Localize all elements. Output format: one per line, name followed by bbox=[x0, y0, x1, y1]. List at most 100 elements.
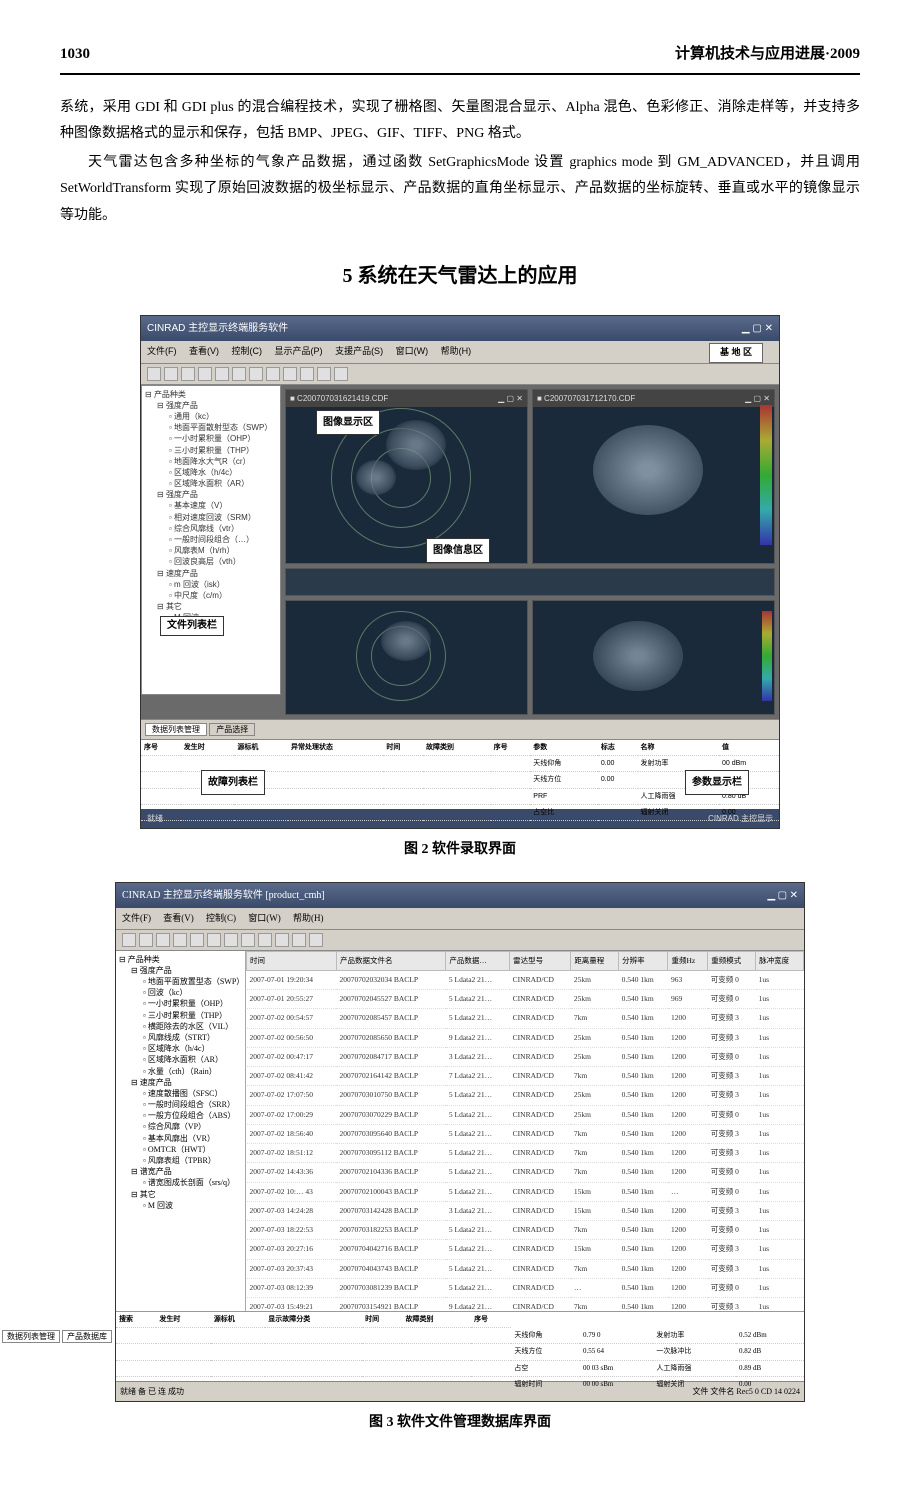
menu-item[interactable]: 帮助(H) bbox=[293, 913, 324, 923]
tool-btn[interactable] bbox=[266, 367, 280, 381]
table-row[interactable]: 2007-07-02 17:00:2920070703070229 BACLP5… bbox=[247, 1105, 804, 1124]
tool-btn[interactable] bbox=[139, 933, 153, 947]
menu-item[interactable]: 控制(C) bbox=[206, 913, 236, 923]
tool-btn[interactable] bbox=[122, 933, 136, 947]
tool-btn[interactable] bbox=[181, 367, 195, 381]
tree-item[interactable]: ▫ 区域降水面积（AR） bbox=[145, 478, 277, 489]
column-header[interactable]: 重频Hz bbox=[668, 951, 708, 970]
tree-cat[interactable]: ⊟ 速度产品 bbox=[119, 1077, 242, 1088]
tool-btn[interactable] bbox=[147, 367, 161, 381]
column-header[interactable]: 脉冲宽度 bbox=[756, 951, 804, 970]
tree-item[interactable]: ▫ 三小时累积量（THP） bbox=[145, 445, 277, 456]
tab[interactable]: 产品选择 bbox=[209, 723, 255, 736]
tree-item[interactable]: ▫ 地面平面放置型态（SWP） bbox=[119, 976, 242, 987]
table-row[interactable]: 2007-07-03 20:27:1620070704042716 BACLP5… bbox=[247, 1240, 804, 1259]
menu-item[interactable]: 支援产品(S) bbox=[335, 346, 383, 356]
tree-item[interactable]: ▫ 地面平面散射型态（SWP） bbox=[145, 422, 277, 433]
fig2-menubar[interactable]: 文件(F) 查看(V) 控制(C) 显示产品(P) 支援产品(S) 窗口(W) … bbox=[141, 341, 779, 363]
tree-item[interactable]: ▫ 风廓线成（STRT） bbox=[119, 1032, 242, 1043]
tree-item[interactable]: ▫ 一小时累积量（OHP） bbox=[145, 433, 277, 444]
tool-btn[interactable] bbox=[309, 933, 323, 947]
table-row[interactable]: 2007-07-03 08:12:3920070703081239 BACLP5… bbox=[247, 1278, 804, 1297]
tool-btn[interactable] bbox=[241, 933, 255, 947]
fig2-window-buttons[interactable]: ▁ ▢ ✕ bbox=[742, 319, 773, 338]
table-row[interactable]: 2007-07-02 18:51:1220070703095112 BACLP5… bbox=[247, 1144, 804, 1163]
tree-item[interactable]: ▫ 横距除去的水区（VIL） bbox=[119, 1021, 242, 1032]
tree-item[interactable]: ▫ 通用（kc） bbox=[145, 411, 277, 422]
fig2-sidebar[interactable]: ⊟ 产品种类 ⊟ 强度产品 ▫ 通用（kc）▫ 地面平面散射型态（SWP）▫ 一… bbox=[141, 385, 281, 695]
tree-item[interactable]: ▫ 地面降水大气R（cr） bbox=[145, 456, 277, 467]
tree-item[interactable]: ▫ M 回波 bbox=[119, 1200, 242, 1211]
panel-buttons[interactable]: ▁ ▢ ✕ bbox=[745, 391, 770, 406]
fig3-table-area[interactable]: 时间产品数据文件名产品数据…雷达型号距离量程分辨率重频Hz重频模式脉冲宽度 20… bbox=[246, 951, 804, 1311]
column-header[interactable]: 时间 bbox=[247, 951, 337, 970]
tool-btn[interactable] bbox=[224, 933, 238, 947]
tree-item[interactable]: ▫ 速度散播图（SFSC） bbox=[119, 1088, 242, 1099]
tree-cat[interactable]: ⊟ 强度产品 bbox=[119, 965, 242, 976]
menu-item[interactable]: 查看(V) bbox=[189, 346, 219, 356]
table-row[interactable]: 2007-07-02 14:43:3620070702104336 BACLP5… bbox=[247, 1163, 804, 1182]
tree-cat[interactable]: ⊟ 其它 bbox=[145, 601, 277, 612]
column-header[interactable]: 分辨率 bbox=[619, 951, 668, 970]
tool-btn[interactable] bbox=[215, 367, 229, 381]
tree-cat[interactable]: ⊟ 谱宽产品 bbox=[119, 1166, 242, 1177]
menu-item[interactable]: 文件(F) bbox=[147, 346, 177, 356]
column-header[interactable]: 产品数据文件名 bbox=[336, 951, 445, 970]
column-header[interactable]: 雷达型号 bbox=[510, 951, 571, 970]
tree-root[interactable]: ⊟ 产品种类 bbox=[119, 954, 242, 965]
tree-item[interactable]: ▫ 一般时间段组合（…） bbox=[145, 534, 277, 545]
tool-btn[interactable] bbox=[198, 367, 212, 381]
column-header[interactable]: 重频模式 bbox=[708, 951, 756, 970]
fig2-toolbar[interactable] bbox=[141, 364, 779, 385]
btn-area-select[interactable]: 基 地 区 bbox=[709, 343, 763, 362]
tree-item[interactable]: ▫ m 回波（isk） bbox=[145, 579, 277, 590]
tree-item[interactable]: ▫ 谱宽图成长剖面（srs/q） bbox=[119, 1177, 242, 1188]
tool-btn[interactable] bbox=[300, 367, 314, 381]
fig3-window-buttons[interactable]: ▁ ▢ ✕ bbox=[767, 886, 798, 905]
tree-item[interactable]: ▫ 区域降水面积（AR） bbox=[119, 1054, 242, 1065]
menu-item[interactable]: 窗口(W) bbox=[248, 913, 281, 923]
fig2-bottom-tabs[interactable]: 数据列表管理 产品选择 bbox=[141, 719, 779, 739]
tool-btn[interactable] bbox=[334, 367, 348, 381]
table-row[interactable]: 2007-07-02 18:56:4020070703095640 BACLP5… bbox=[247, 1124, 804, 1143]
table-row[interactable]: 2007-07-03 20:37:4320070704043743 BACLP5… bbox=[247, 1259, 804, 1278]
tool-btn[interactable] bbox=[292, 933, 306, 947]
menu-item[interactable]: 文件(F) bbox=[122, 913, 151, 923]
table-row[interactable]: 2007-07-01 20:55:2720070702045527 BACLP5… bbox=[247, 990, 804, 1009]
tree-item[interactable]: ▫ 水量（cth）（Rain） bbox=[119, 1066, 242, 1077]
tool-btn[interactable] bbox=[156, 933, 170, 947]
tab[interactable]: 数据列表管理 bbox=[145, 723, 207, 736]
tree-item[interactable]: ▫ 综合风廓线（vtr） bbox=[145, 523, 277, 534]
tree-item[interactable]: ▫ 回波良高层（vth） bbox=[145, 556, 277, 567]
menu-item[interactable]: 窗口(W) bbox=[396, 346, 429, 356]
tool-btn[interactable] bbox=[190, 933, 204, 947]
table-row[interactable]: 2007-07-03 15:49:2120070703154921 BACLP9… bbox=[247, 1298, 804, 1311]
tree-item[interactable]: ▫ 基本速度（V） bbox=[145, 500, 277, 511]
tool-btn[interactable] bbox=[249, 367, 263, 381]
tree-item[interactable]: ▫ 一小时累积量（OHP） bbox=[119, 998, 242, 1009]
data-table[interactable]: 时间产品数据文件名产品数据…雷达型号距离量程分辨率重频Hz重频模式脉冲宽度 20… bbox=[246, 951, 804, 1311]
tool-btn[interactable] bbox=[164, 367, 178, 381]
tool-btn[interactable] bbox=[232, 367, 246, 381]
menu-item[interactable]: 控制(C) bbox=[232, 346, 263, 356]
tree-item[interactable]: ▫ 综合风廓（VP） bbox=[119, 1121, 242, 1132]
tree-item[interactable]: ▫ 区域降水（h/4c） bbox=[145, 467, 277, 478]
tree-item[interactable]: ▫ 中尺度（c/m） bbox=[145, 590, 277, 601]
tree-item[interactable]: ▫ OMTCR（HWT） bbox=[119, 1144, 242, 1155]
table-row[interactable]: 2007-07-02 08:41:4220070702164142 BACLP7… bbox=[247, 1067, 804, 1086]
tree-cat[interactable]: ⊟ 强度产品 bbox=[145, 400, 277, 411]
menu-item[interactable]: 帮助(H) bbox=[441, 346, 472, 356]
tree-cat[interactable]: ⊟ 强度产品 bbox=[145, 489, 277, 500]
tool-btn[interactable] bbox=[317, 367, 331, 381]
table-row[interactable]: 2007-07-03 14:24:2820070703142428 BACLP3… bbox=[247, 1201, 804, 1220]
fig3-toolbar[interactable] bbox=[116, 930, 804, 951]
tree-item[interactable]: ▫ 风廓表M（h/rh） bbox=[145, 545, 277, 556]
tree-item[interactable]: ▫ 三小时累积量（THP） bbox=[119, 1010, 242, 1021]
table-row[interactable]: 2007-07-02 10:… 4320070702100043 BACLP5 … bbox=[247, 1182, 804, 1201]
table-row[interactable]: 2007-07-02 00:56:5020070702085650 BACLP9… bbox=[247, 1028, 804, 1047]
table-row[interactable]: 2007-07-01 19:20:3420070702032034 BACLP5… bbox=[247, 970, 804, 989]
tool-btn[interactable] bbox=[275, 933, 289, 947]
menu-item[interactable]: 查看(V) bbox=[163, 913, 194, 923]
tree-item[interactable]: ▫ 一般时间段组合（SRR） bbox=[119, 1099, 242, 1110]
tree-cat[interactable]: ⊟ 速度产品 bbox=[145, 568, 277, 579]
